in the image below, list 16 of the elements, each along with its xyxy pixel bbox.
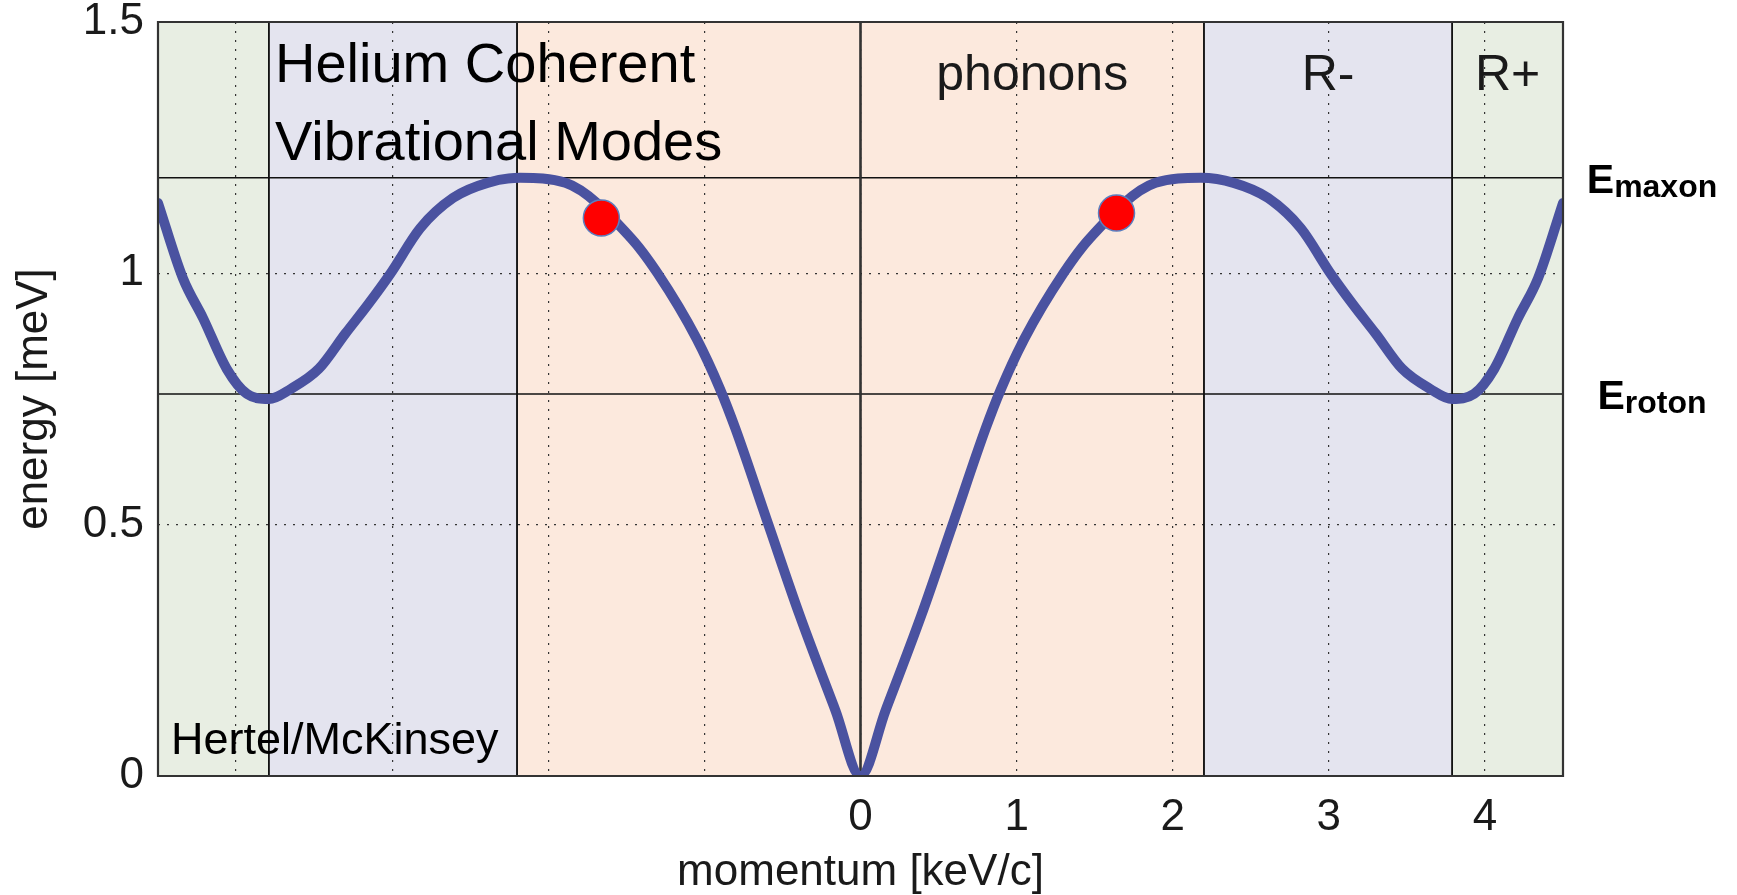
y-tick-label: 0.5	[82, 496, 144, 546]
x-tick-label: 1	[1004, 789, 1029, 839]
x-axis-title: momentum [keV/c]	[677, 844, 1044, 894]
x-tick-label: 2	[1160, 789, 1185, 839]
band-label: R+	[1474, 45, 1541, 101]
ref-line-label: Eroton	[1597, 371, 1707, 421]
y-tick-label: 1.5	[82, 0, 144, 44]
x-tick-label: 0	[848, 789, 873, 839]
ref-line-label: Emaxon	[1586, 155, 1718, 204]
y-tick-label: 0	[119, 748, 144, 798]
band-label: phonons	[936, 45, 1129, 101]
band-label: R-	[1301, 45, 1355, 101]
y-axis-title: energy [meV]	[6, 268, 56, 530]
x-tick-label: 4	[1472, 789, 1498, 839]
y-tick-label: 1	[119, 245, 144, 295]
x-tick-label: 3	[1316, 789, 1342, 839]
